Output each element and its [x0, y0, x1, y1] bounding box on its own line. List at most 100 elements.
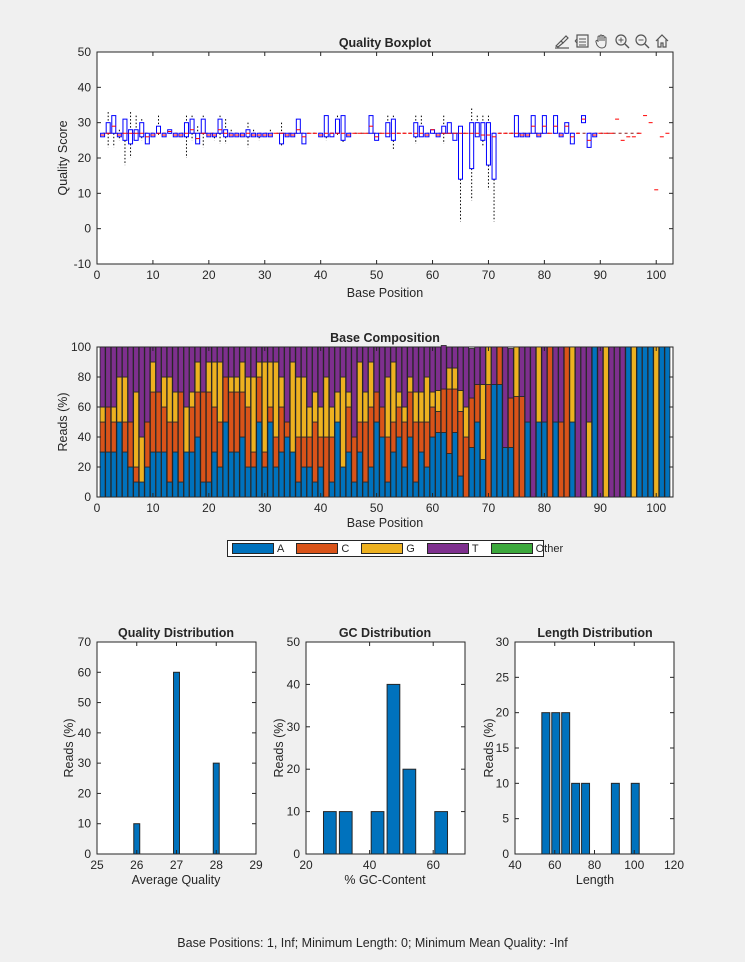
iqr-box — [480, 122, 486, 141]
bar-C-pos-57 — [412, 421, 419, 483]
box-position-59 — [424, 132, 430, 138]
iqr-box — [385, 122, 391, 138]
bar-A-pos-23 — [222, 421, 229, 498]
bar-A-pos-35 — [289, 451, 296, 498]
x-tick-label: 10 — [146, 268, 160, 282]
bar-A-pos-77 — [524, 421, 531, 498]
zoom-out-icon[interactable] — [633, 32, 651, 50]
bar-T-pos-12 — [161, 346, 168, 378]
box-position-83 — [558, 132, 564, 138]
bar-C-pos-74 — [507, 397, 514, 448]
x-tick-label: 0 — [94, 501, 101, 515]
bar-G-pos-3 — [110, 406, 117, 423]
bar-A-pos-102 — [664, 346, 671, 498]
y-tick-label: 30 — [78, 116, 92, 130]
bar-C-pos-18 — [194, 391, 201, 438]
iqr-box — [491, 132, 497, 180]
bar-C-pos-55 — [401, 421, 408, 468]
bar-G-pos-22 — [217, 361, 223, 423]
box-position-24 — [228, 129, 234, 138]
iqr-box — [183, 122, 189, 138]
x-tick-label: 40 — [508, 858, 522, 872]
bar-C-pos-46 — [351, 436, 358, 483]
bar-C-pos-13 — [166, 421, 173, 483]
bar-T-pos-51 — [379, 346, 386, 408]
bar-G-pos-36 — [295, 376, 302, 438]
bar-T-pos-2 — [105, 346, 112, 408]
box-position-21 — [211, 132, 217, 141]
bar-T-pos-76 — [519, 346, 525, 397]
brush-icon[interactable] — [553, 32, 571, 50]
bar-T-pos-13 — [166, 346, 173, 378]
bar-C-pos-62 — [440, 388, 447, 433]
box-position-67 — [469, 108, 475, 201]
y-tick-label: 10 — [496, 776, 510, 790]
box-position-71 — [491, 132, 497, 222]
bar-T-pos-47 — [356, 346, 363, 363]
bar-A-pos-54 — [396, 436, 402, 498]
bar-C-pos-37 — [300, 436, 307, 468]
box-position-57 — [413, 115, 419, 144]
y-axis-label: Reads (%) — [482, 718, 496, 777]
bar-G-pos-7 — [133, 391, 140, 468]
bar-T-pos-93 — [614, 346, 620, 498]
home-icon[interactable] — [653, 32, 671, 50]
bar-C-pos-3 — [110, 421, 117, 453]
bar-G-pos-13 — [166, 376, 173, 423]
iqr-box — [144, 132, 150, 145]
bar-A-pos-31 — [267, 421, 274, 498]
x-tick-label: 100 — [646, 501, 666, 515]
iqr-box — [323, 115, 329, 138]
legend-item-g[interactable]: G — [361, 543, 423, 555]
legend-item-other[interactable]: Other — [490, 543, 572, 555]
gc-distribution-axes: GC Distribution % GC-Content Reads (%) 2… — [272, 626, 466, 887]
histogram-bar-1 — [173, 671, 180, 855]
y-axis-label: Reads (%) — [56, 392, 70, 451]
bar-A-pos-18 — [194, 436, 201, 498]
bar-A-pos-64 — [451, 432, 458, 498]
bar-C-pos-51 — [379, 406, 386, 438]
bar-T-pos-16 — [183, 346, 190, 408]
bar-T-pos-61 — [435, 346, 442, 391]
legend-item-c[interactable]: C — [296, 543, 357, 555]
legend-item-t[interactable]: T — [426, 543, 487, 555]
iqr-box — [474, 122, 480, 138]
bar-A-pos-24 — [228, 451, 235, 498]
pan-icon[interactable] — [593, 32, 611, 50]
bar-C-pos-65 — [457, 411, 464, 477]
bar-G-pos-66 — [463, 406, 470, 438]
bar-T-pos-31 — [267, 346, 274, 363]
bar-C-pos-22 — [217, 421, 223, 468]
x-tick-label: 80 — [538, 501, 552, 515]
iqr-box — [430, 129, 436, 134]
bar-T-pos-63 — [446, 346, 453, 369]
bar-G-pos-28 — [250, 376, 257, 453]
bar-T-pos-57 — [412, 346, 419, 393]
legend-swatch — [490, 543, 533, 554]
bar-A-pos-9 — [144, 466, 151, 498]
box-position-49 — [368, 115, 374, 134]
bar-G-pos-53 — [390, 361, 397, 423]
bar-C-pos-10 — [150, 391, 156, 453]
bar-A-pos-82 — [552, 421, 559, 498]
x-tick-label: 120 — [664, 858, 684, 872]
iqr-box — [122, 118, 128, 141]
box-position-87 — [581, 115, 587, 124]
x-tick-label: 90 — [594, 501, 608, 515]
histogram-bar-1 — [551, 712, 561, 855]
bar-G-pos-38 — [306, 406, 313, 438]
box-position-40 — [318, 132, 324, 138]
base-composition-legend[interactable]: A C G T Other — [227, 540, 563, 557]
bar-G-pos-20 — [205, 361, 212, 393]
histogram-bar-4 — [402, 768, 417, 855]
bar-T-pos-64 — [451, 346, 458, 369]
legend-item-a[interactable]: A — [232, 543, 292, 555]
box-position-58 — [418, 115, 424, 138]
zoom-in-icon[interactable] — [613, 32, 631, 50]
legend-icon[interactable] — [573, 32, 591, 50]
bar-C-pos-29 — [256, 376, 263, 423]
bar-C-pos-14 — [172, 421, 179, 453]
box-position-16 — [183, 115, 189, 158]
bar-T-pos-94 — [619, 346, 626, 498]
bar-T-pos-35 — [289, 346, 296, 363]
